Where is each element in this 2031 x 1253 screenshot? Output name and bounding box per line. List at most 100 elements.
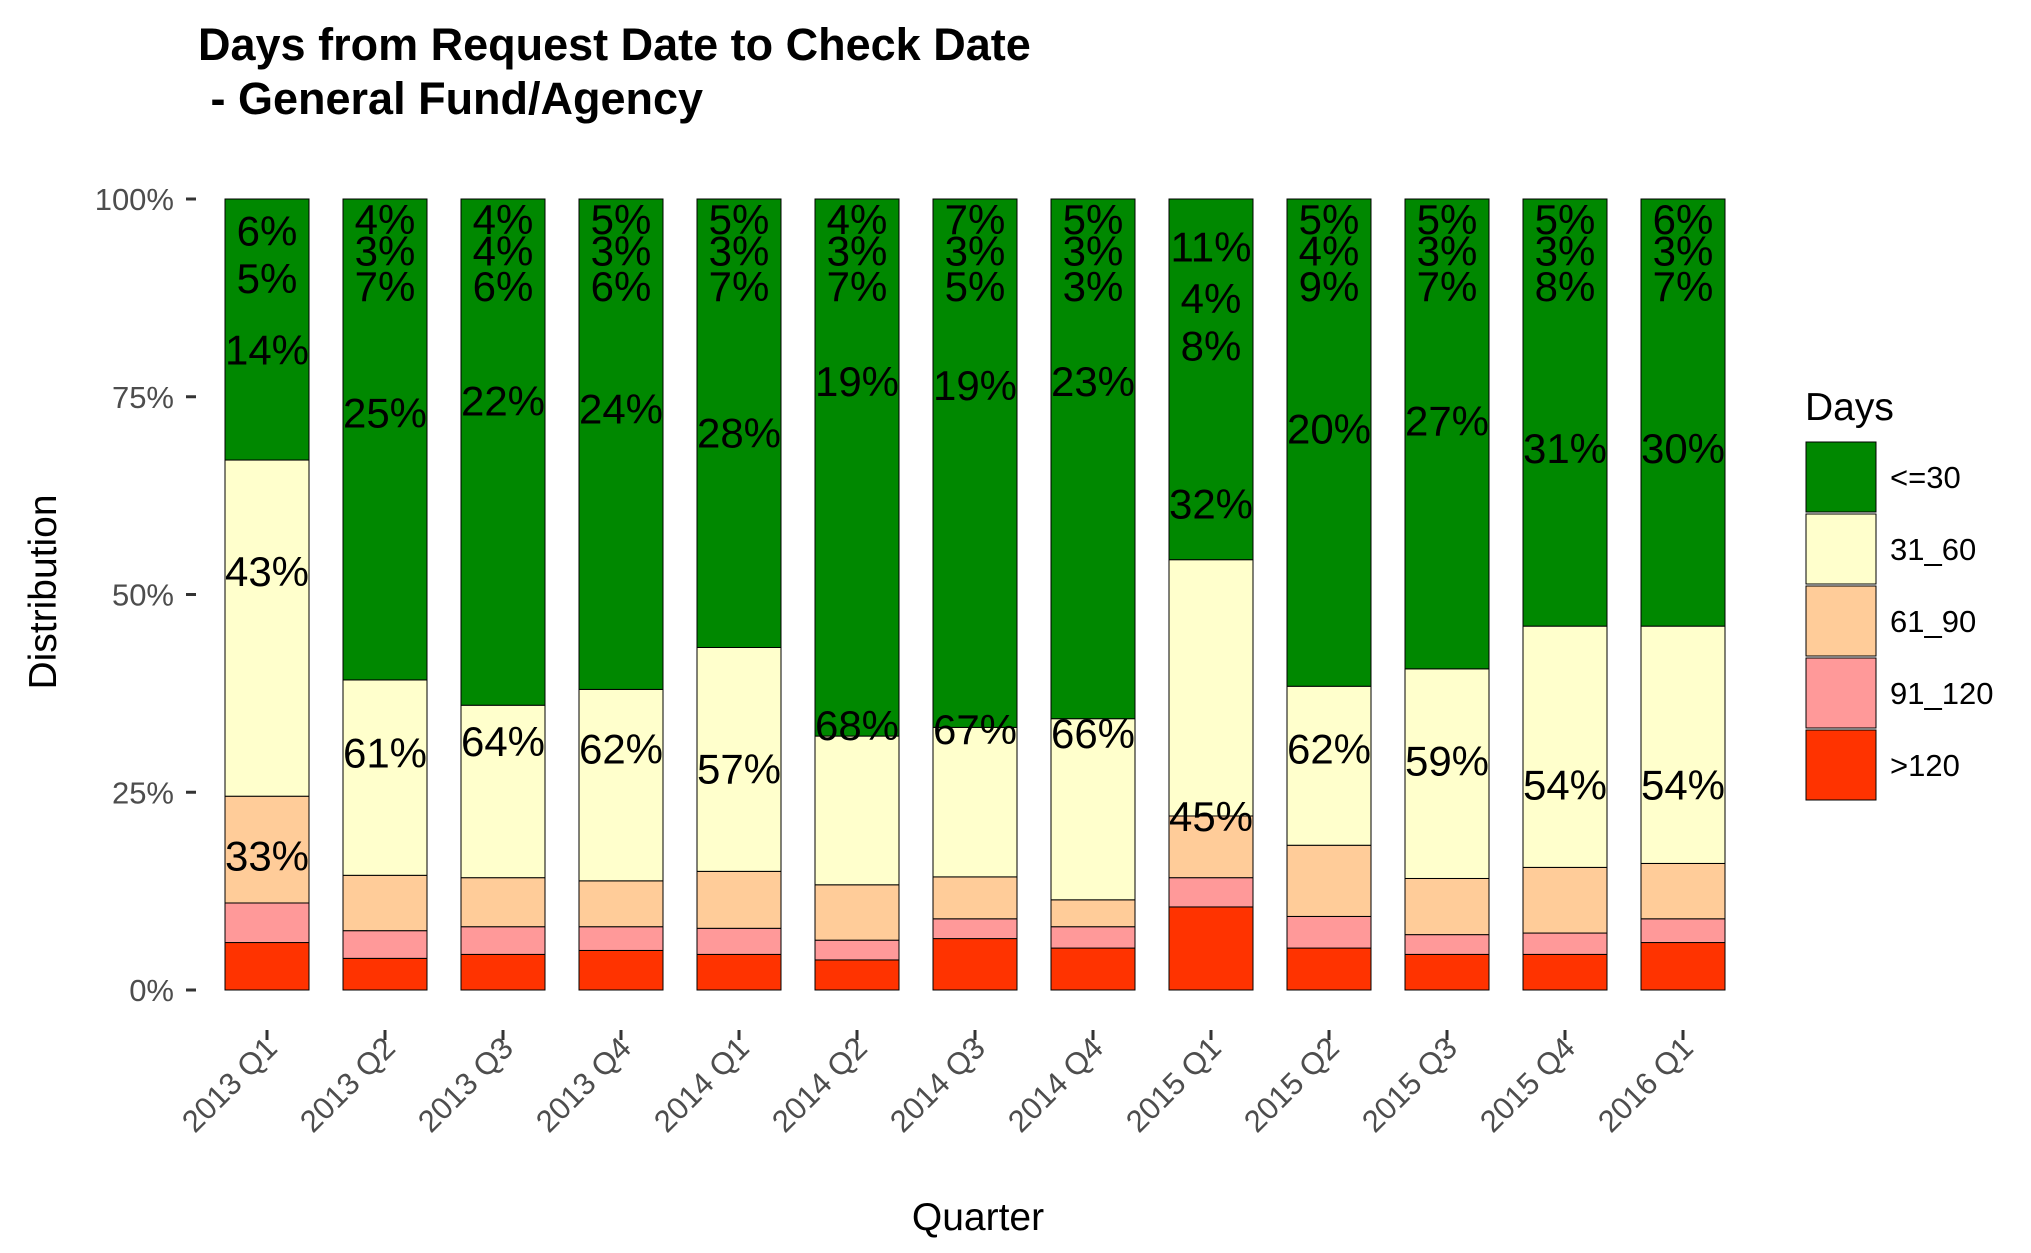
x-tick-label: 2013 Q1 [175, 1030, 284, 1139]
bar-segment-6190-7 [1050, 899, 1136, 928]
bar-segment-3160-9 [1286, 685, 1372, 846]
legend-key [1805, 657, 1877, 729]
data-label: 3% [827, 227, 888, 274]
bars-layer [224, 198, 1726, 991]
bar-segment-30-0 [224, 198, 310, 461]
bar-segment-91120-9 [1286, 915, 1372, 949]
data-label: 30% [1641, 425, 1725, 472]
data-label: 19% [933, 362, 1017, 409]
bar-segment-3160-11 [1522, 625, 1608, 868]
data-label: 3% [591, 227, 652, 274]
bar-segment-120-8 [1168, 906, 1254, 991]
bar-segment-91120-3 [578, 926, 664, 951]
data-label: 61% [343, 730, 427, 777]
data-label: 6% [473, 263, 534, 310]
y-axis-title: Distribution [22, 494, 65, 689]
bar-segment-6190-6 [932, 876, 1018, 920]
legend-label: 31_60 [1890, 532, 1976, 567]
data-label: 3% [1417, 227, 1478, 274]
bar-segment-91120-1 [342, 930, 428, 959]
bar-segment-30-1 [342, 198, 428, 681]
bar-segment-30-10 [1404, 198, 1490, 670]
bar-segment-120-3 [578, 949, 664, 991]
bar-segment-30-9 [1286, 198, 1372, 687]
data-label: 6% [1653, 196, 1714, 243]
bar-segment-3160-3 [578, 688, 664, 882]
x-tick-label: 2014 Q3 [883, 1030, 992, 1139]
y-tick-label: 100% [95, 182, 174, 217]
data-label: 5% [1063, 196, 1124, 243]
bar-segment-120-2 [460, 953, 546, 991]
x-tick-label: 2014 Q1 [647, 1030, 756, 1139]
data-label: 66% [1051, 710, 1135, 757]
bar-segment-3160-6 [932, 726, 1018, 878]
bar-segment-91120-7 [1050, 926, 1136, 949]
bar-segment-3160-10 [1404, 668, 1490, 879]
bar-segment-6190-11 [1522, 866, 1608, 934]
data-label: 4% [827, 196, 888, 243]
data-label: 25% [343, 390, 427, 437]
data-label: 62% [1287, 726, 1371, 773]
x-axis-title: Quarter [912, 1196, 1044, 1239]
data-label: 64% [461, 718, 545, 765]
x-tick-label: 2013 Q4 [529, 1030, 638, 1139]
data-label: 5% [591, 196, 652, 243]
bar-segment-6190-9 [1286, 844, 1372, 917]
data-label: 59% [1405, 738, 1489, 785]
data-label: 28% [697, 409, 781, 456]
bar-segment-120-10 [1404, 953, 1490, 991]
bar-segment-91120-8 [1168, 877, 1254, 908]
bar-segment-3160-4 [696, 646, 782, 872]
bar-segment-6190-12 [1640, 862, 1726, 920]
bar-segment-30-2 [460, 198, 546, 706]
data-label: 3% [1063, 263, 1124, 310]
bar-segment-91120-6 [932, 918, 1018, 940]
x-tick-label: 2015 Q2 [1237, 1030, 1346, 1139]
data-label: 5% [709, 196, 770, 243]
data-label: 5% [1535, 196, 1596, 243]
bar-segment-3160-12 [1640, 625, 1726, 864]
bar-segment-120-12 [1640, 942, 1726, 991]
bar-segment-91120-0 [224, 902, 310, 944]
bar-segment-6190-10 [1404, 877, 1490, 936]
data-label: 5% [1299, 196, 1360, 243]
y-tick-label: 50% [112, 578, 174, 613]
data-label: 33% [225, 833, 309, 880]
data-label: 4% [473, 227, 534, 274]
data-label: 67% [933, 706, 1017, 753]
data-label: 4% [473, 196, 534, 243]
bar-segment-6190-5 [814, 884, 900, 941]
data-label: 7% [355, 263, 416, 310]
data-label: 6% [237, 208, 298, 255]
bar-segment-30-3 [578, 198, 664, 690]
data-label: 11% [1171, 223, 1252, 270]
data-label: 27% [1405, 397, 1489, 444]
bar-segment-91120-5 [814, 939, 900, 961]
bar-segment-6190-0 [224, 795, 310, 904]
legend-label: 61_90 [1890, 604, 1976, 639]
data-label: 43% [225, 548, 309, 595]
y-tick-label: 0% [129, 973, 174, 1008]
data-label: 7% [945, 196, 1006, 243]
data-label: 5% [237, 255, 298, 302]
bar-segment-120-5 [814, 959, 900, 991]
data-label: 7% [1653, 263, 1714, 310]
bar-segment-30-8 [1168, 198, 1254, 561]
data-label: 3% [355, 227, 416, 274]
bar-segment-91120-12 [1640, 918, 1726, 944]
data-label: 9% [1299, 263, 1360, 310]
bar-segment-30-6 [932, 198, 1018, 728]
x-axis: 2013 Q1 2013 Q2 2013 Q3 2013 Q4 2014 Q1 2014 … [175, 1030, 1700, 1139]
bar-segment-120-7 [1050, 947, 1136, 991]
data-label: 7% [1417, 263, 1478, 310]
x-tick-label: 2013 Q3 [411, 1030, 520, 1139]
x-tick-label: 2015 Q3 [1355, 1030, 1464, 1139]
data-label: 62% [579, 726, 663, 773]
data-label: 8% [1535, 263, 1596, 310]
bar-segment-120-4 [696, 953, 782, 991]
legend-label: <=30 [1890, 460, 1961, 495]
data-label: 4% [355, 196, 416, 243]
data-label: 54% [1523, 761, 1607, 808]
data-label: 57% [697, 746, 781, 793]
